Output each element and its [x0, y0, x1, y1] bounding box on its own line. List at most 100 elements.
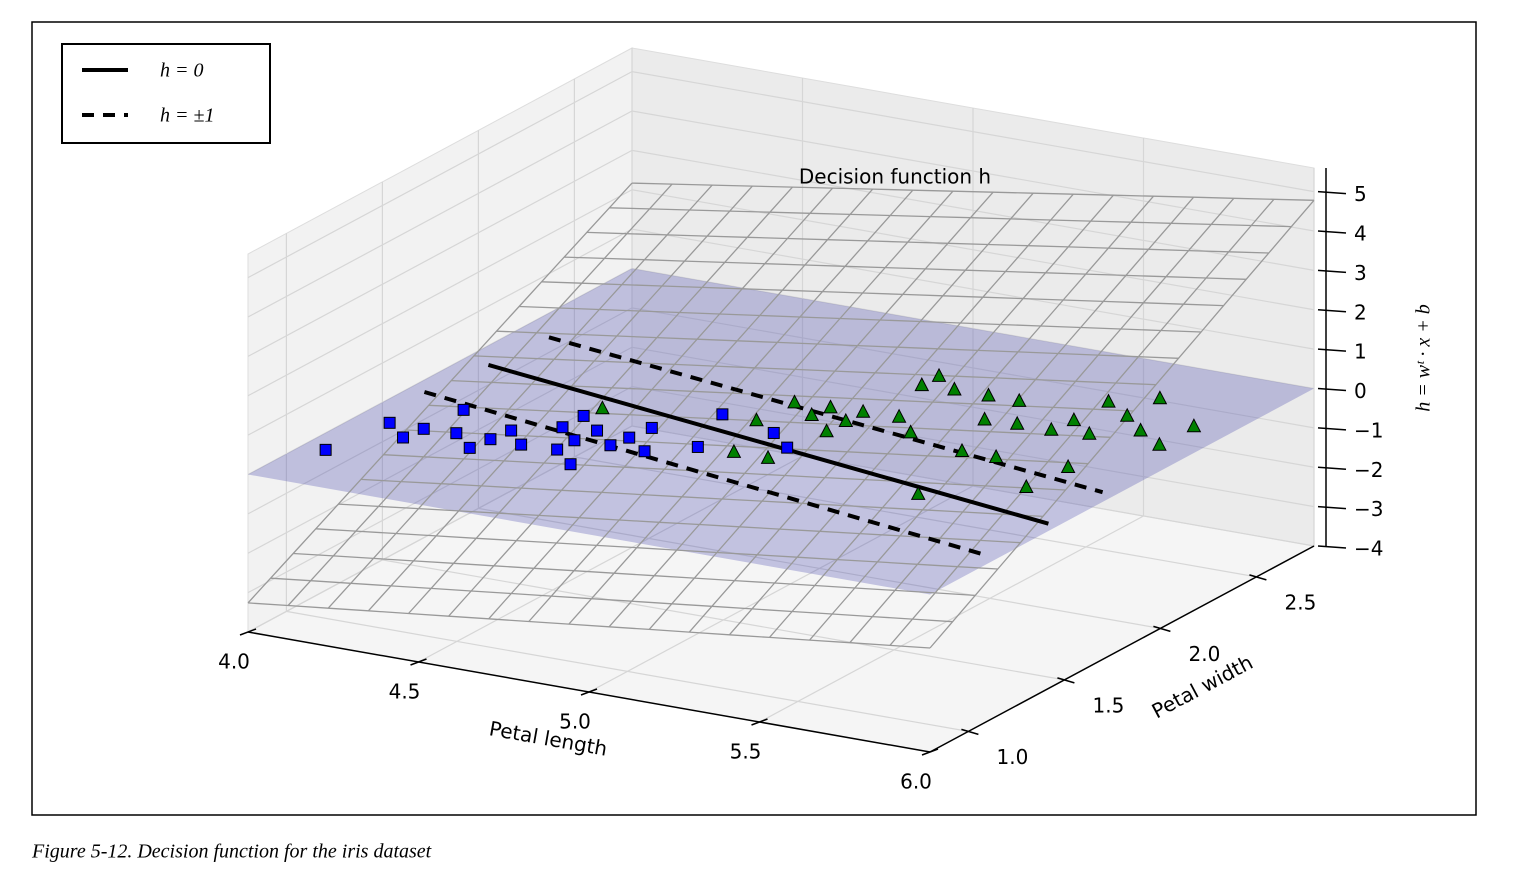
grid-line — [247, 71, 633, 279]
grid-line — [382, 559, 1065, 681]
grid-line — [418, 455, 803, 663]
grid-line — [478, 507, 1161, 629]
z-tick-label: −3 — [1354, 497, 1383, 521]
point — [556, 421, 569, 434]
point — [1152, 436, 1167, 451]
z-tick-label: 1 — [1354, 340, 1367, 364]
surface-line — [631, 182, 1315, 201]
surface-line — [929, 199, 1315, 649]
grid-line — [631, 307, 1315, 429]
grid-line — [631, 110, 1315, 232]
grid-line — [631, 71, 1315, 193]
surface-line — [688, 193, 1074, 633]
surface-line — [809, 196, 1195, 641]
chart-title: Decision function h — [799, 165, 991, 189]
z-tick-label: −1 — [1354, 418, 1383, 442]
surface-line — [609, 207, 1292, 228]
z-tick-label: 3 — [1354, 261, 1367, 285]
surface-line — [428, 404, 1111, 438]
y-tick — [1057, 677, 1075, 684]
z-tick — [1317, 190, 1347, 195]
z-tick — [1317, 545, 1347, 549]
x-tick-label: 4.5 — [389, 680, 421, 704]
point — [595, 400, 610, 415]
boundary-line — [548, 335, 1104, 495]
grid-line — [631, 189, 1315, 311]
point — [914, 377, 930, 392]
y-tick — [1153, 625, 1171, 633]
z-tick — [1317, 427, 1347, 431]
grid-line — [247, 228, 633, 436]
point — [645, 421, 658, 434]
grid-line — [247, 346, 633, 554]
z-tick — [1317, 505, 1347, 510]
grid-line — [588, 485, 974, 693]
axes: 4.0 4.5 5.0 5.5 6.0 1.0 1.5 2.0 2.5 −4 −3 −2 −1 0 1 2 3 4… — [218, 168, 1383, 794]
point — [804, 406, 820, 421]
surface-line — [327, 184, 713, 609]
surface-line — [889, 198, 1275, 646]
point — [568, 434, 581, 447]
point — [823, 399, 838, 414]
grid-line — [247, 189, 633, 397]
surface-line — [383, 454, 1066, 491]
surface-line — [541, 281, 1224, 307]
point — [981, 387, 996, 402]
point — [1066, 412, 1082, 427]
surface — [247, 182, 1315, 649]
surface-line — [496, 330, 1179, 359]
point — [484, 433, 497, 446]
z-tick — [1317, 466, 1347, 470]
point — [781, 441, 794, 454]
point — [903, 424, 918, 439]
grid-line — [247, 110, 633, 318]
x-tick — [580, 688, 598, 696]
z-tick-label: −2 — [1354, 458, 1383, 482]
point — [1081, 425, 1097, 440]
point — [383, 416, 396, 429]
z-tick — [1317, 387, 1347, 392]
point — [564, 458, 577, 471]
surface-line — [448, 187, 834, 617]
z-tick — [1317, 309, 1347, 313]
point — [591, 424, 604, 437]
point — [760, 449, 776, 464]
point — [947, 381, 962, 396]
z-tick — [1317, 348, 1347, 352]
x-tick — [751, 718, 768, 726]
point — [1119, 407, 1135, 422]
x-tick-label: 5.0 — [559, 710, 591, 734]
surface-line — [338, 503, 1021, 544]
z-tick — [1317, 230, 1347, 234]
x-tick-label: 6.0 — [900, 770, 932, 794]
grid-line — [247, 267, 633, 476]
grid-line — [631, 228, 1315, 350]
point — [638, 445, 651, 458]
point — [855, 403, 871, 418]
caption: Figure 5-12. Decision function for the i… — [31, 841, 432, 863]
point — [1133, 422, 1148, 437]
y-tick — [961, 728, 979, 736]
z-tick-label: 0 — [1354, 379, 1367, 403]
x-tick-label: 5.5 — [730, 740, 762, 764]
axis-line — [929, 545, 1315, 753]
surface-line — [293, 552, 976, 597]
legend-label: h = 0 — [160, 60, 204, 82]
point — [450, 427, 463, 440]
surface-line — [849, 197, 1235, 644]
point — [1018, 478, 1034, 493]
surface-line — [315, 528, 998, 570]
surface-line — [769, 195, 1154, 638]
point — [910, 485, 926, 500]
point — [1186, 418, 1202, 433]
point — [1152, 390, 1168, 405]
surface-line — [287, 183, 673, 606]
grid-line — [247, 149, 633, 357]
point — [988, 448, 1004, 463]
surface-line — [247, 182, 633, 604]
surface-line — [564, 256, 1247, 280]
x-tick — [239, 628, 257, 636]
point — [397, 431, 410, 444]
